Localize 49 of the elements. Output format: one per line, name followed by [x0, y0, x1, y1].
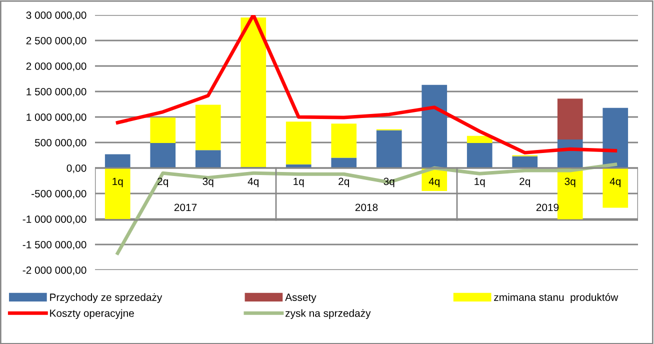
x-tick-label: 4q — [248, 178, 259, 188]
legend-label: zmimana stanu produktów — [494, 293, 618, 304]
y-tick-label: -500 000,00 — [32, 190, 86, 199]
y-tick-label: 2 000 000,00 — [26, 62, 86, 72]
legend-label: Przychody ze sprzedaży — [50, 293, 162, 304]
bar — [104, 154, 130, 168]
bar — [331, 158, 357, 168]
x-tick-label: 3q — [564, 178, 576, 188]
bar — [195, 104, 221, 150]
y-tick-label: 500 000,00 — [34, 139, 86, 148]
bar — [331, 124, 357, 158]
x-tick-label: 1q — [112, 178, 123, 188]
bar — [602, 168, 628, 208]
y-tick-label: 0,00 — [66, 164, 86, 174]
x-tick-label: 2q — [338, 178, 350, 188]
y-tick-label: 2 500 000,00 — [26, 37, 86, 46]
x-tick-label: 2q — [158, 178, 168, 188]
bar — [376, 130, 402, 168]
x-tick-label: 4q — [428, 178, 440, 188]
bar — [557, 98, 583, 140]
x-tick-label: 3q — [202, 178, 214, 188]
bar — [422, 84, 448, 168]
bar — [104, 168, 130, 219]
y-tick-label: -1 500 000,00 — [22, 241, 86, 250]
bar — [466, 143, 492, 168]
y-tick-label: 1 000 000,00 — [26, 114, 86, 122]
line-series — [116, 15, 618, 154]
bar — [466, 136, 492, 144]
bar — [602, 108, 628, 168]
legend-label: zysk na sprzedaży — [286, 309, 371, 319]
annotation: 2018 — [355, 204, 378, 212]
x-tick-label: 1q — [294, 178, 304, 188]
bar — [286, 122, 312, 164]
y-tick-label: 3 000 000,00 — [26, 12, 86, 20]
bar — [150, 118, 176, 144]
x-tick-label: 1q — [474, 178, 485, 188]
x-tick-label: 4q — [610, 178, 621, 188]
legend-label: Koszty operacyjne — [50, 309, 134, 319]
y-tick-label: 1 500 000,00 — [26, 88, 86, 97]
bar — [557, 168, 583, 220]
y-tick-label: -1 000 000,00 — [22, 216, 86, 224]
legend-label: Assety — [285, 294, 316, 304]
y-tick-label: -2 000 000,00 — [22, 266, 86, 276]
bar — [150, 143, 176, 168]
x-tick-label: 2q — [520, 178, 530, 188]
bar — [512, 156, 538, 168]
bar — [195, 150, 221, 168]
bar — [240, 18, 266, 167]
annotation: 2017 — [174, 204, 197, 212]
